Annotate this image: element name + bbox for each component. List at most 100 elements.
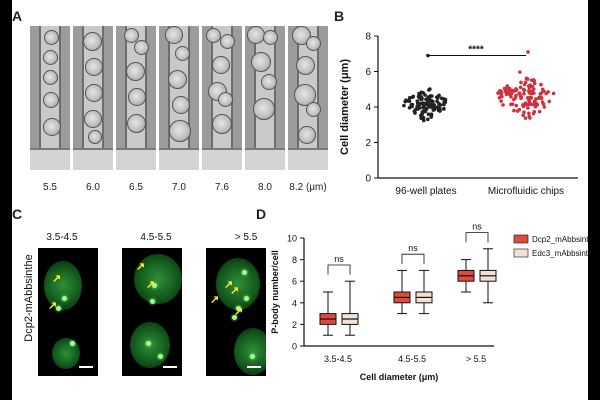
significance-bracket (401, 253, 425, 264)
data-point (497, 95, 502, 100)
data-point (421, 104, 426, 109)
data-point (429, 112, 434, 116)
data-point (511, 97, 516, 102)
data-point (424, 97, 428, 102)
data-point (505, 84, 510, 88)
x-category-label: 3.5-4.5 (324, 354, 352, 364)
micrograph-label-5: 7.6 (215, 182, 229, 193)
figure: A B C D 5.5 6.0 6.5 7.0 7.6 8.0 8.2 (μm) 0 2 4 6 8… (12, 0, 588, 400)
data-point (428, 94, 433, 98)
micrograph-cell (294, 84, 316, 106)
panel-c-header-1: 3.5-4.5 (46, 232, 78, 243)
data-point (421, 115, 425, 120)
data-point (410, 102, 415, 107)
data-point (441, 97, 446, 101)
data-point (497, 88, 502, 93)
data-point (523, 116, 528, 120)
x-category-label: Microfluidic chips (488, 186, 564, 197)
y-tick-label: 6 (365, 67, 371, 78)
data-point (527, 98, 531, 103)
panel-label-c: C (12, 206, 23, 222)
yellow-arrow-icon: ↗ (136, 261, 146, 273)
y-tick-label: 0 (365, 174, 371, 185)
data-point (539, 82, 543, 87)
significance-label: ns (472, 222, 482, 232)
data-point (540, 87, 545, 92)
data-point (519, 95, 524, 99)
data-point (529, 95, 534, 100)
data-point (532, 78, 537, 83)
yellow-arrow-icon: ↗ (224, 279, 234, 291)
data-point (499, 99, 503, 103)
data-point (505, 91, 510, 95)
data-point (532, 99, 537, 104)
micrograph-cell (175, 46, 190, 61)
data-point (407, 96, 412, 100)
x-axis-label: Cell diameter (μm) (360, 372, 439, 382)
micrograph-cell (43, 118, 61, 136)
data-point (416, 94, 421, 99)
data-point (417, 91, 421, 96)
p-body-spot (244, 296, 249, 301)
data-point (524, 76, 529, 81)
data-point (541, 102, 546, 106)
micrograph-cell (172, 96, 190, 114)
micrograph-cell (165, 26, 183, 44)
fluorescence-image-3: ↗ ↗ ↗ ↗ (206, 248, 266, 376)
significance-label: ns (334, 254, 344, 264)
p-body-spot (150, 299, 155, 305)
micrograph-label-3: 6.5 (129, 182, 143, 193)
y-tick-label: 0 (292, 342, 297, 352)
data-point (425, 117, 430, 122)
data-point (528, 91, 532, 95)
micrograph-cell (168, 70, 187, 89)
micrograph-cell (212, 56, 230, 74)
micrograph-label-2: 6.0 (86, 182, 100, 193)
data-point (414, 107, 419, 111)
p-body-spot (250, 353, 255, 359)
data-point (427, 88, 431, 92)
micrograph-cell (43, 70, 58, 85)
panel-label-d: D (256, 206, 267, 222)
scale-bar (163, 366, 177, 368)
y-tick-label: 2 (365, 138, 371, 149)
data-point (514, 103, 519, 108)
x-category-label: > 5.5 (466, 354, 486, 364)
micrograph-cell (251, 52, 272, 73)
data-point (530, 84, 535, 89)
micrograph-base (116, 147, 156, 170)
micrograph-cell (253, 98, 275, 120)
data-point (518, 70, 522, 74)
y-tick-label: 2 (292, 320, 297, 330)
data-point (521, 104, 526, 109)
x-category-label: 4.5-5.5 (398, 354, 426, 364)
data-point (426, 112, 431, 116)
micrograph-cell (218, 92, 233, 107)
data-point (429, 98, 434, 103)
micrograph-cell (169, 120, 191, 142)
data-point (406, 99, 410, 103)
micrograph-label-6: 8.0 (258, 182, 272, 193)
p-body-spot (236, 305, 241, 311)
panel-label-a: A (12, 8, 23, 24)
data-point (517, 91, 521, 96)
p-body-spot (70, 340, 75, 346)
data-point (443, 100, 448, 104)
cell-body (52, 337, 80, 369)
data-point (429, 115, 433, 119)
data-point (539, 95, 544, 100)
data-point (509, 91, 514, 96)
data-point (526, 102, 531, 107)
micrograph-6 (245, 26, 285, 170)
data-point (522, 110, 526, 115)
micrograph-base (202, 147, 242, 170)
micrograph-5 (202, 26, 242, 170)
y-tick-label: 4 (365, 103, 371, 114)
data-point (522, 88, 527, 92)
scale-bar (79, 366, 93, 368)
micrograph-label-7: 8.2 (μm) (289, 182, 327, 193)
significance-label: **** (468, 45, 484, 56)
significance-bracket (465, 232, 489, 243)
p-body-spot (232, 315, 237, 321)
micrograph-base (245, 147, 285, 170)
